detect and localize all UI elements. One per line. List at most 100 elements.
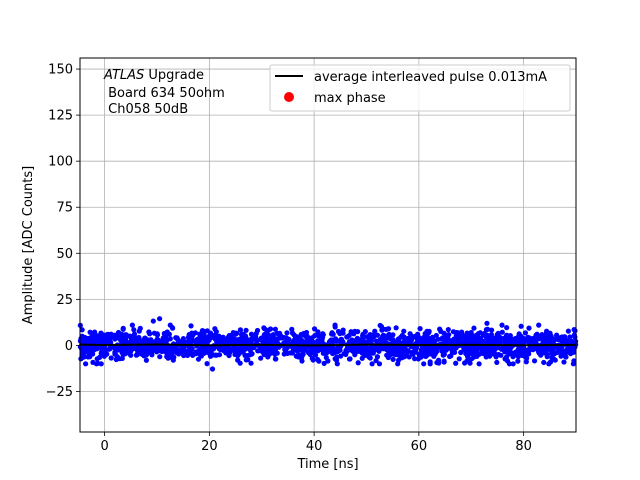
x-tick-label: 60 <box>411 439 428 454</box>
data-point <box>518 333 524 339</box>
data-point <box>549 354 555 361</box>
data-point <box>329 337 335 343</box>
data-point <box>355 360 361 366</box>
data-point <box>374 332 381 338</box>
data-point <box>236 339 242 346</box>
data-point <box>79 351 85 358</box>
data-point <box>300 346 306 353</box>
data-point <box>272 351 278 357</box>
data-point <box>572 339 578 345</box>
data-point <box>167 322 173 328</box>
data-point <box>534 346 540 352</box>
data-point <box>146 329 152 335</box>
data-point <box>393 325 399 331</box>
data-point <box>459 331 465 337</box>
data-point <box>219 335 225 342</box>
data-point <box>498 346 505 352</box>
data-point <box>464 330 470 336</box>
data-point <box>473 351 480 357</box>
scatter-series <box>77 316 579 372</box>
data-point <box>311 326 318 332</box>
data-point <box>365 351 371 357</box>
data-point <box>82 334 88 341</box>
data-point <box>126 350 133 357</box>
data-point <box>562 348 568 354</box>
data-point <box>301 330 307 337</box>
data-point <box>399 351 406 358</box>
data-point <box>504 358 511 364</box>
data-point <box>565 328 571 334</box>
data-point <box>289 330 296 336</box>
data-point <box>209 366 216 372</box>
data-point <box>557 336 563 343</box>
data-point <box>95 360 101 366</box>
data-point <box>272 326 279 332</box>
data-point <box>292 340 299 346</box>
data-point <box>385 332 391 338</box>
data-point <box>232 351 238 358</box>
data-point <box>286 336 292 342</box>
data-point <box>312 333 318 339</box>
data-point <box>536 322 542 328</box>
annotation-line-3: Ch058 50dB <box>104 102 188 117</box>
data-point <box>522 330 528 336</box>
data-point <box>333 357 340 363</box>
data-point <box>456 356 462 362</box>
y-axis-label: Amplitude [ADC Counts] <box>21 166 36 324</box>
data-point <box>354 335 360 341</box>
annotation-line-2: Board 634 50ohm <box>104 86 225 101</box>
data-point <box>227 350 233 356</box>
data-point <box>462 360 468 366</box>
data-point <box>116 335 122 341</box>
data-point <box>347 356 353 362</box>
data-point <box>332 322 338 328</box>
data-point <box>377 336 383 343</box>
y-tick-label: 25 <box>56 293 73 308</box>
data-point <box>491 335 497 342</box>
data-point <box>262 326 268 332</box>
data-point <box>400 339 406 346</box>
data-point <box>120 325 126 331</box>
data-point <box>458 349 464 356</box>
data-point <box>134 351 141 358</box>
data-point <box>367 337 373 343</box>
data-point <box>142 335 148 342</box>
data-point <box>195 356 202 362</box>
data-point <box>204 361 210 367</box>
data-point <box>434 359 440 366</box>
data-point <box>237 327 244 333</box>
data-point <box>247 352 253 358</box>
data-point <box>143 357 150 363</box>
data-point <box>495 330 501 336</box>
data-point <box>508 349 514 355</box>
data-point <box>352 328 358 335</box>
annotation-line-1: ATLAS Upgrade <box>103 68 204 83</box>
data-point <box>538 335 545 341</box>
data-point <box>189 346 195 352</box>
data-point <box>525 334 531 340</box>
legend-entry-average: average interleaved pulse 0.013mA <box>314 70 547 85</box>
data-point <box>376 361 383 367</box>
data-point <box>267 326 274 332</box>
data-point <box>157 316 163 322</box>
data-point <box>155 337 162 343</box>
data-point <box>217 346 223 353</box>
data-point <box>131 327 137 333</box>
data-point <box>407 331 413 337</box>
data-point <box>518 323 524 329</box>
data-point <box>256 348 262 354</box>
data-point <box>175 337 181 343</box>
data-point <box>420 337 427 343</box>
data-point <box>504 335 510 341</box>
data-point <box>223 350 229 356</box>
data-point <box>426 330 432 336</box>
data-point <box>367 332 373 338</box>
data-point <box>461 346 467 352</box>
data-point <box>373 358 379 364</box>
x-tick-label: 20 <box>201 439 218 454</box>
data-point <box>488 331 495 338</box>
data-point <box>340 327 346 333</box>
x-tick-label: 80 <box>515 439 532 454</box>
data-point <box>481 330 488 337</box>
data-point <box>338 353 344 359</box>
